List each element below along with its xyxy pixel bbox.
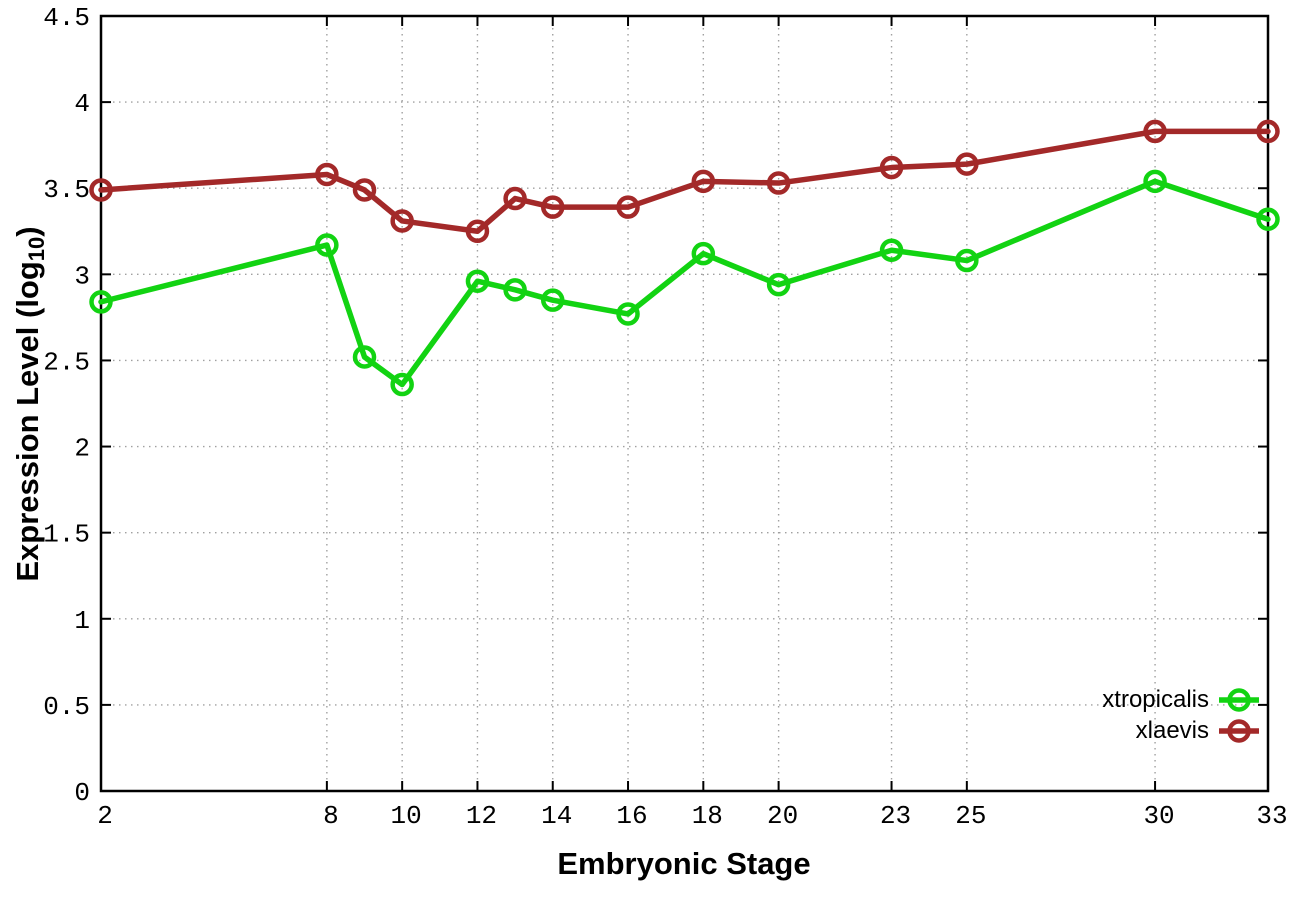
y-tick-label: 4.5 — [43, 3, 90, 33]
data-point-xlaevis — [503, 186, 527, 211]
legend-label-xlaevis: xlaevis — [1135, 716, 1209, 744]
y-axis-title-text: Expression Level (log — [10, 261, 45, 582]
data-point-xtropicalis — [390, 372, 414, 397]
y-tick-label: 3.5 — [43, 175, 90, 205]
x-tick-label: 8 — [323, 801, 339, 831]
data-point-xlaevis — [1143, 119, 1167, 144]
data-point-xtropicalis — [691, 241, 716, 266]
y-tick-label: 4 — [74, 89, 90, 119]
x-tick-label: 25 — [955, 801, 986, 831]
x-tick-label: 30 — [1143, 801, 1174, 831]
y-tick-label: 1.5 — [43, 520, 90, 550]
data-point-xlaevis — [879, 155, 904, 180]
x-tick-label: 14 — [541, 801, 572, 831]
x-tick-label: 20 — [767, 801, 798, 831]
data-point-xtropicalis — [1143, 169, 1167, 194]
data-point-xtropicalis — [89, 290, 113, 314]
data-point-xlaevis — [540, 195, 565, 219]
series-line-xlaevis — [98, 128, 1271, 235]
y-tick-label: 0 — [74, 778, 90, 808]
data-point-xlaevis — [390, 209, 414, 233]
data-point-xlaevis — [465, 219, 490, 244]
y-tick-label: 2.5 — [43, 347, 90, 377]
data-point-xtropicalis — [955, 248, 979, 273]
data-point-xlaevis — [955, 152, 979, 176]
x-tick-label: 33 — [1256, 801, 1287, 831]
x-tick-label: 23 — [880, 801, 911, 831]
x-tick-label: 12 — [466, 801, 497, 831]
data-point-xtropicalis — [616, 302, 640, 326]
data-point-xtropicalis — [766, 272, 791, 297]
data-point-xtropicalis — [540, 288, 565, 312]
legend-marker-xlaevis — [1219, 718, 1259, 743]
y-axis-title-subscript: 10 — [24, 236, 49, 262]
x-axis-title: Embryonic Stage — [557, 846, 811, 881]
data-point-xlaevis — [89, 178, 113, 202]
x-tick-label: 16 — [616, 801, 647, 831]
y-tick-label: 2 — [74, 434, 90, 464]
x-tick-label: 18 — [692, 801, 723, 831]
y-axis-title-close: ) — [10, 226, 45, 237]
legend-marker-xtropicalis — [1219, 687, 1259, 712]
x-tick-label: 10 — [391, 801, 422, 831]
data-point-xlaevis — [766, 171, 791, 195]
data-point-xtropicalis — [352, 345, 377, 369]
data-point-xtropicalis — [315, 233, 339, 257]
x-tick-label: 2 — [97, 801, 113, 831]
legend-label-xtropicalis: xtropicalis — [1102, 685, 1209, 713]
data-point-xtropicalis — [465, 269, 490, 293]
legend: xtropicalis xlaevis — [1102, 684, 1260, 746]
data-point-xtropicalis — [503, 278, 527, 302]
data-point-xtropicalis — [879, 238, 904, 262]
data-point-xlaevis — [315, 162, 339, 187]
legend-item-xtropicalis: xtropicalis — [1102, 684, 1260, 715]
data-point-xlaevis — [616, 195, 640, 219]
y-tick-label: 3 — [74, 261, 90, 291]
y-tick-label: 1 — [74, 606, 90, 636]
series-line-xtropicalis — [98, 178, 1271, 388]
y-axis-title: Expression Level (log10) — [10, 226, 50, 581]
data-point-xlaevis — [1256, 119, 1280, 144]
legend-item-xlaevis: xlaevis — [1136, 715, 1260, 746]
plot-border — [99, 14, 1270, 793]
data-point-xlaevis — [691, 169, 716, 194]
data-point-xtropicalis — [1256, 207, 1280, 231]
y-tick-label: 0.5 — [43, 692, 90, 722]
data-point-xlaevis — [352, 178, 377, 202]
